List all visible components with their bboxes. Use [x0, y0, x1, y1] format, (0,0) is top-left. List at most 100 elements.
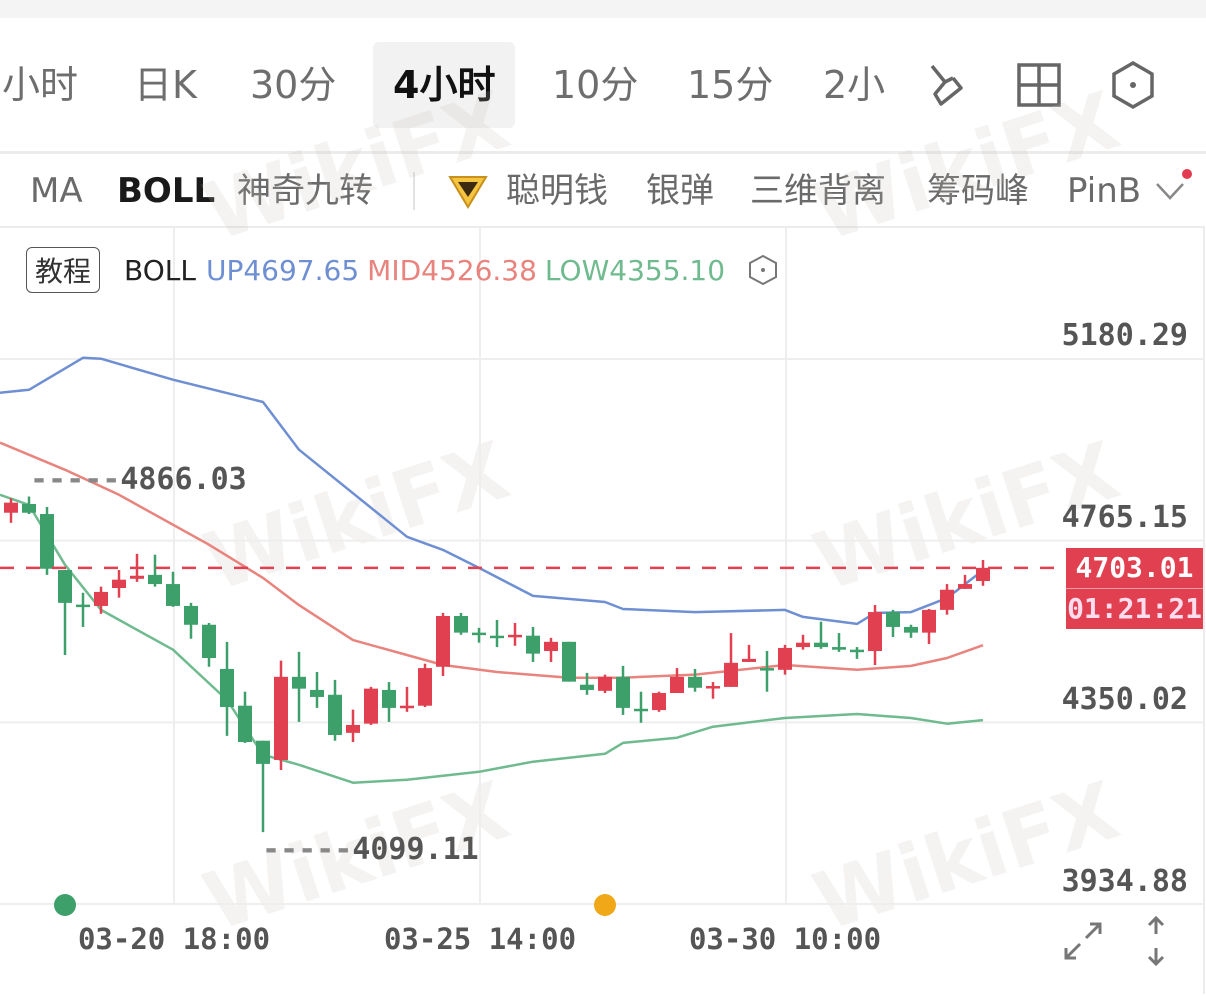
legend-up: UP4697.65	[205, 253, 360, 287]
y-tick-label: 4765.15	[1061, 500, 1188, 535]
candle-body-up	[598, 676, 612, 691]
y-tick-label: 3934.88	[1061, 864, 1188, 899]
timeframe-tabs: 小时 日K 30分 4小时 10分 15分 2小	[0, 42, 1206, 128]
candle-body-down	[634, 708, 648, 712]
candle-body-up	[976, 567, 990, 581]
legend-name: BOLL	[124, 253, 196, 287]
candle-body-down	[76, 604, 90, 608]
candle-body-down	[328, 694, 342, 736]
candle-body-up	[130, 575, 144, 579]
indicator-settings-icon[interactable]	[747, 254, 779, 286]
boll-legend: 教程 BOLL UP4697.65 MID4526.38 LOW4355.10	[26, 246, 779, 294]
tab-daily[interactable]: 日K	[134, 63, 197, 107]
y-tick-label: 5180.29	[1061, 318, 1188, 353]
x-tick-label: 03-30 10:00	[688, 922, 882, 956]
layout-grid-icon[interactable]	[1014, 60, 1064, 110]
settings-hexagon-icon[interactable]	[1108, 60, 1158, 110]
candle-body-down	[58, 570, 72, 603]
candle-body-up	[778, 647, 792, 670]
candle-body-up	[670, 676, 684, 694]
candle-body-down	[490, 635, 504, 639]
tutorial-button[interactable]: 教程	[26, 247, 101, 293]
tab-2hour[interactable]: 2小	[823, 63, 886, 107]
candle-body-up	[958, 584, 972, 589]
event-marker-dot	[594, 894, 616, 916]
high-marker: -----4866.03	[30, 462, 247, 497]
candle-body-down	[580, 684, 594, 690]
diamond-icon	[448, 176, 488, 209]
indicator-boll[interactable]: BOLL	[117, 171, 216, 211]
low-label: 4099.11	[352, 832, 479, 867]
candle-body-down	[238, 705, 252, 743]
tab-hour[interactable]: 小时	[2, 63, 79, 107]
candle-body-up	[868, 612, 882, 652]
lower-band-line	[0, 493, 984, 784]
candle-body-up	[940, 589, 954, 610]
drawing-pen-icon[interactable]	[917, 60, 967, 110]
candle-countdown: 01:21:21	[1066, 588, 1203, 629]
status-strip	[0, 0, 1206, 18]
chevron-down-icon[interactable]	[1154, 178, 1186, 204]
tab-10min[interactable]: 10分	[552, 63, 639, 107]
candle-body-up	[112, 579, 126, 588]
candle-body-down	[184, 605, 198, 625]
legend-mid: MID4526.38	[367, 253, 537, 287]
candle-body-down	[472, 632, 486, 636]
candle-body-up	[724, 662, 738, 687]
y-tick-label: 4350.02	[1061, 682, 1188, 717]
candle-body-up	[796, 642, 810, 648]
indicator-3d-divergence[interactable]: 三维背离	[750, 171, 886, 211]
candle-body-up	[4, 502, 18, 513]
fullscreen-icon[interactable]	[1060, 918, 1106, 964]
indicator-chip-peak[interactable]: 筹码峰	[927, 171, 1029, 211]
divider	[0, 151, 1206, 154]
candle-body-down	[688, 676, 702, 688]
candle-body-down	[166, 584, 180, 606]
last-price-badge: 4703.01 01:21:21	[1066, 548, 1203, 629]
x-tick-label: 03-25 14:00	[383, 922, 577, 956]
tab-15min[interactable]: 15分	[687, 63, 774, 107]
indicator-silver-bullet[interactable]: 银弹	[646, 171, 714, 211]
candle-body-down	[202, 624, 216, 659]
x-tick-label: 03-20 18:00	[77, 922, 271, 956]
candle-body-up	[346, 724, 360, 733]
vertical-scale-icon[interactable]	[1142, 914, 1170, 968]
chart-panel	[0, 226, 1205, 994]
candle-body-down	[256, 740, 270, 764]
indicator-separator	[413, 172, 415, 210]
candle-body-down	[562, 641, 576, 682]
candle-body-down	[814, 642, 828, 648]
candle-body-down	[850, 649, 864, 653]
candle-body-down	[454, 616, 468, 633]
low-marker: -----4099.11	[262, 832, 479, 867]
indicator-pinbar[interactable]: PinB	[1067, 171, 1142, 211]
candle-body-down	[40, 514, 54, 569]
indicator-ma[interactable]: MA	[30, 171, 83, 211]
candle-body-down	[382, 689, 396, 708]
indicator-tabs: MA BOLL 神奇九转 聪明钱 银弹 三维背离 筹码峰 PinB	[0, 158, 1206, 224]
tab-4hour[interactable]: 4小时	[373, 42, 516, 128]
notification-dot	[1182, 169, 1192, 179]
candle-body-up	[544, 641, 558, 652]
candle-body-up	[418, 668, 432, 706]
candle-body-down	[148, 574, 162, 585]
candle-body-down	[886, 612, 900, 627]
candle-body-down	[220, 668, 234, 708]
event-marker-dot	[54, 894, 76, 916]
candle-body-up	[400, 705, 414, 709]
tab-30min[interactable]: 30分	[250, 63, 337, 107]
candle-body-up	[436, 616, 450, 667]
candle-body-down	[832, 647, 846, 650]
candle-body-down	[526, 635, 540, 654]
candle-body-up	[508, 634, 522, 638]
candle-body-down	[310, 689, 324, 697]
indicator-magic-nine[interactable]: 神奇九转	[237, 171, 373, 211]
candle-body-down	[616, 676, 630, 708]
high-label: 4866.03	[120, 462, 247, 497]
candle-body-down	[904, 626, 918, 633]
indicator-smart-money[interactable]: 聪明钱	[506, 171, 608, 211]
candle-body-down	[292, 676, 306, 689]
candle-body-down	[22, 503, 36, 513]
last-price-value: 4703.01	[1075, 551, 1194, 584]
